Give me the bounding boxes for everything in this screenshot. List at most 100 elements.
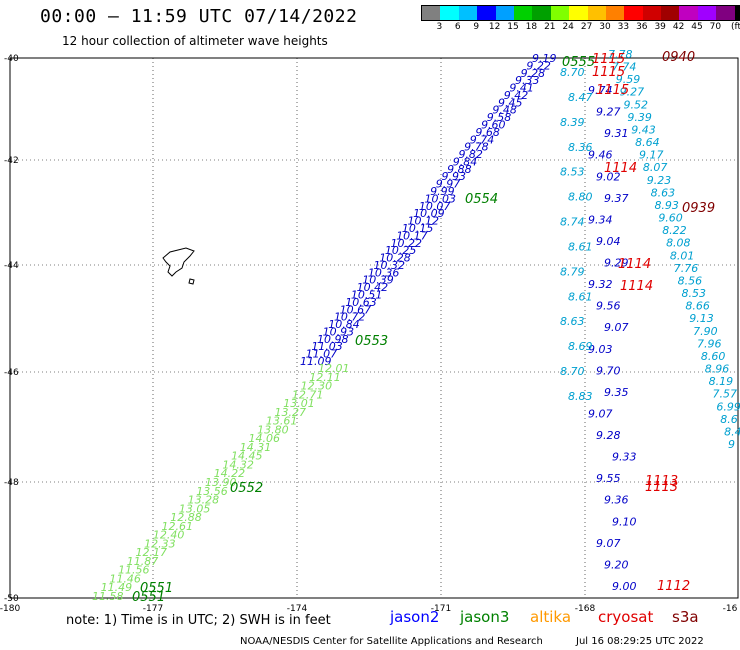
legend-swatch [642,6,662,20]
legend-swatch [477,6,496,20]
swh-value: 7.96 [697,337,722,350]
swh-value: 7.90 [693,325,718,338]
time-label: 0552 [230,481,263,496]
swh-value: 9.28 [521,67,546,80]
legend-swatch [513,6,533,20]
swh-value: 12.01 [318,362,350,375]
swh-value: 10.72 [334,311,366,324]
swh-value: 13.80 [257,423,289,436]
swh-value: 14.45 [231,450,262,463]
swh-value: 9.32 [588,278,613,291]
swh-value: 10.84 [328,318,360,331]
credit-line: NOAA/NESDIS Center for Satellite Applica… [240,636,543,647]
swh-value: 8.66 [685,300,710,313]
legend-swatch [587,6,606,20]
legend-swatch [532,6,551,20]
swh-value: 9.97 [436,178,461,191]
satellite-jason3: jason3 [460,608,510,626]
swh-value: 9.84 [453,155,478,168]
legend-tick: 9 [473,22,480,32]
swh-value: 8.70 [560,66,585,79]
swh-value: 13.61 [266,415,298,428]
time-label: 1112 [657,579,690,594]
swh-value: 11.46 [109,572,141,585]
legend-swatch [440,6,459,20]
swh-value: 9.88 [447,163,472,176]
swh-value: 8.4 [724,425,740,438]
legend-swatch [495,6,514,20]
swh-value: 7.78 [608,48,633,61]
legend-swatch [697,6,717,20]
swh-value: 12.71 [292,388,324,401]
time-label: 1113 [645,474,678,489]
swh-value: 9.58 [487,111,512,124]
swh-value: 9.35 [604,386,629,399]
swh-value: 9.33 [612,451,637,464]
wave-height-color-legend [421,5,740,21]
swh-value: 9.59 [616,73,641,86]
swh-value: 9.39 [627,111,652,124]
swh-value: 8.01 [670,249,695,262]
swh-value: 13.27 [275,406,307,419]
swh-value: 9.78 [464,141,489,154]
swh-value: 7.76 [674,262,699,275]
legend-swatch [661,6,680,20]
swh-value: 8.80 [568,191,593,204]
axis-labels: -40 -42 -44 -46 -48 -50-180 -177 -174 -171 -168 -1… [0,54,738,614]
swh-value: 12.40 [153,529,185,542]
legend-tick: 18 [525,22,538,32]
swh-value: 9.99 [430,185,455,198]
swh-value: 12.11 [309,371,341,384]
legend-swatch [624,6,643,20]
swh-value: 10.32 [374,259,406,272]
swh-value: 9.56 [596,300,621,313]
swh-value: 9.19 [532,52,557,65]
swh-value: 9.93 [441,170,466,183]
swh-value: 8.83 [568,390,593,403]
swh-value: 8.6 [720,413,738,426]
longitude-label: -180 [0,604,20,614]
swh-value: 10.09 [413,207,445,220]
longitude-label: -171 [431,604,451,614]
swh-value: 9.29 [604,257,629,270]
swh-value: 14.22 [214,467,246,480]
swh-value: 9.82 [458,148,483,161]
swh-value: 8.53 [560,166,585,179]
swh-value: 13.01 [283,397,315,410]
swh-value: 9.07 [604,321,629,334]
swh-value: 9.55 [596,472,621,485]
time-label: 0555 [562,55,595,70]
time-label: 0551 [140,581,173,596]
latitude-label: -50 [4,594,19,604]
legend-tick: 30 [599,22,611,32]
swh-value: 12.33 [144,537,176,550]
footer-note: note: 1) Time is in UTC; 2) SWH is in fe… [66,613,331,628]
legend-tick: 27 [580,22,593,32]
satellite-jason2: jason2 [390,608,440,626]
swh-value: 9.74 [588,84,613,97]
latitude-label: -46 [4,368,19,378]
swh-value: 9.20 [604,558,629,571]
swh-value: 8.47 [568,91,593,104]
swh-value: 9.42 [504,89,528,102]
time-label: 0553 [355,334,388,349]
swh-value: 8.39 [560,116,585,129]
legend-tick: 24 [562,22,574,32]
legend-tick: 21 [544,22,556,32]
swh-value: 11.03 [311,340,343,353]
swh-value: 14.06 [248,432,280,445]
swh-value: 9.23 [647,174,672,187]
time-label: 1113 [645,480,678,495]
swh-value: 9.33 [515,74,540,87]
map-title: 00:00 – 11:59 UTC 07/14/2022 [40,6,358,27]
swh-value: 8.69 [568,340,593,353]
swh-value: 9.07 [588,407,613,420]
swh-value: 11.07 [306,348,338,361]
swh-value: 8.60 [701,350,726,363]
swh-value: 9.31 [604,127,629,140]
legend-swatch [569,6,588,20]
legend-swatch [605,6,625,20]
swh-value: 10.67 [340,303,372,316]
legend-tick: (ft) [731,22,740,32]
